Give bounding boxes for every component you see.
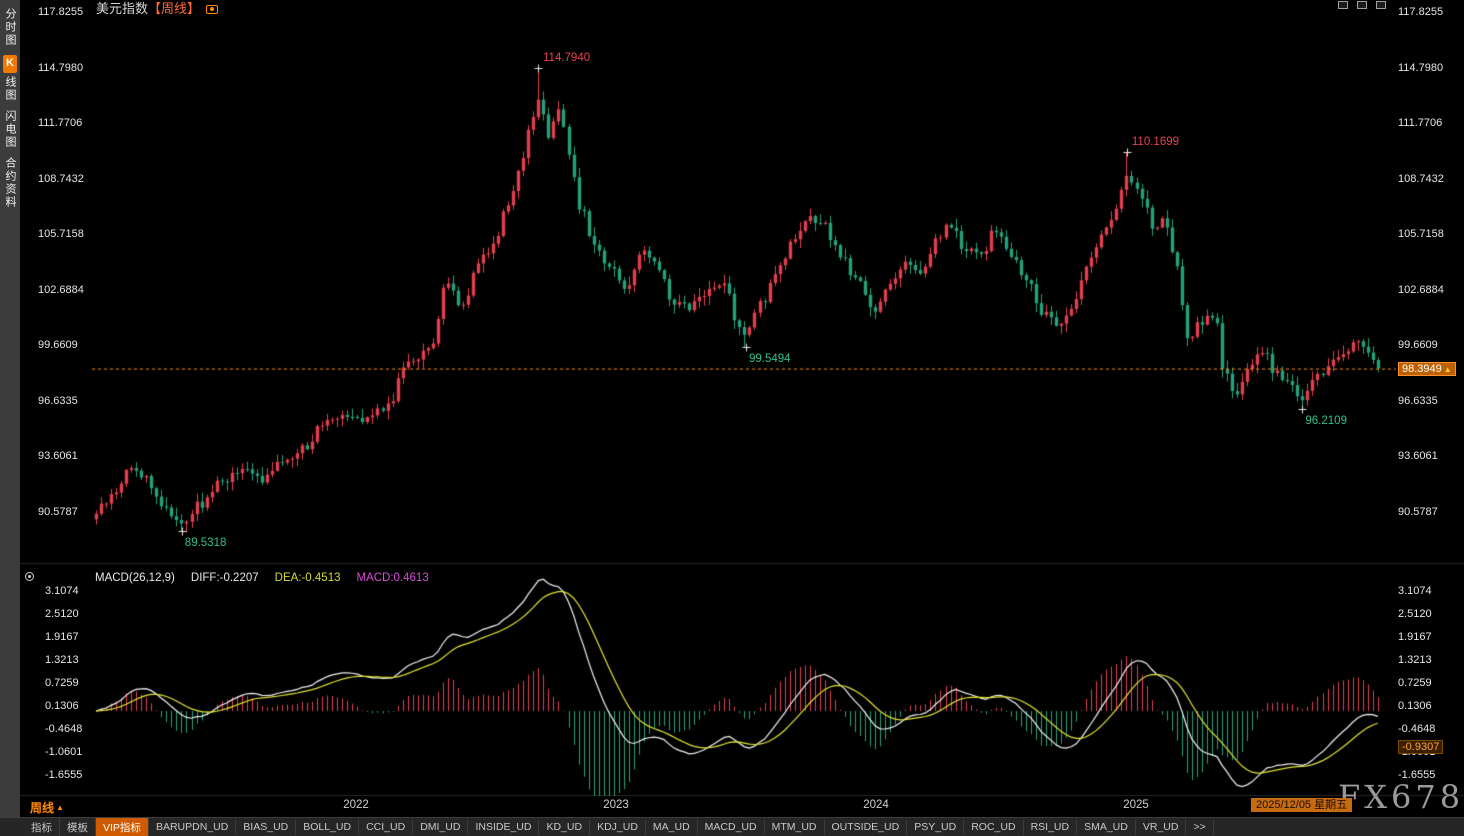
sidebar-item-label: 线图 <box>4 76 16 102</box>
macd-axis-label-left-7: -1.0601 <box>45 745 83 758</box>
macd-axis-label-right-4: 0.7259 <box>1398 677 1432 689</box>
bottom-tab-2[interactable]: VIP指标 <box>96 817 149 836</box>
price-axis-label-right-0: 117.8255 <box>1398 6 1444 18</box>
bottom-tab-15[interactable]: PSY_UD <box>907 819 965 835</box>
bottom-tab-0[interactable]: 指标 <box>24 817 60 836</box>
macd-axis-label-right-1: 2.5120 <box>1398 608 1432 620</box>
chart-header: 美元指数【周线】 <box>96 0 219 17</box>
bottom-tab-6[interactable]: CCI_UD <box>359 819 414 835</box>
bottom-tab-4[interactable]: BIAS_UD <box>236 819 297 835</box>
sidebar-item-3[interactable]: 合约资料 <box>4 157 16 209</box>
watermark: FX678 <box>1338 778 1464 816</box>
macd-axis-label-right-6: -0.4648 <box>1398 723 1436 735</box>
bottom-tab-18[interactable]: SMA_UD <box>1077 819 1136 835</box>
bottom-tab-7[interactable]: DMI_UD <box>413 819 469 835</box>
period-dropdown-icon: ▲ <box>56 803 64 812</box>
bottom-tab-1[interactable]: 模板 <box>60 817 96 836</box>
period-label-text: 周线 <box>30 801 55 815</box>
price-axis-label-left-0: 117.8255 <box>38 6 84 18</box>
macd-value-tag: -0.9307 <box>1398 739 1444 754</box>
bottom-tab-14[interactable]: OUTSIDE_UD <box>825 819 908 835</box>
indicator-tab-bar: 指标 模板 VIP指标 BARUPDN_UD BIAS_UD BOLL_UD CCI_UD D… <box>0 817 1464 836</box>
macd-macd-value: MACD:0.4613 <box>356 572 429 584</box>
current-price-value: 98.3949 <box>1402 362 1442 375</box>
macd-axis-label-left-2: 1.9167 <box>45 630 79 643</box>
sidebar-item-1[interactable]: K 线图 <box>1 55 19 102</box>
year-label-2023: 2023 <box>603 799 629 811</box>
macd-header: MACD(26,12,9) DIFF:-0.2207 DEA:-0.4513 M… <box>95 572 429 584</box>
macd-axis-label-right-2: 1.9167 <box>1398 630 1432 643</box>
current-price-tag: 98.3949 ▲ <box>1398 361 1456 376</box>
price-axis-label-right-1: 114.7980 <box>1398 61 1444 74</box>
price-axis-label-right-7: 96.6335 <box>1398 394 1438 407</box>
price-axis-label-right-3: 108.7432 <box>1398 172 1444 185</box>
price-axis-label-left-7: 96.6335 <box>38 394 78 407</box>
price-axis-label-right-8: 93.6061 <box>1398 450 1438 463</box>
screenshot-icon[interactable] <box>1338 1 1348 9</box>
bottom-tab-10[interactable]: KDJ_UD <box>590 819 646 835</box>
macd-axis-label-left-4: 0.7259 <box>45 677 79 689</box>
macd-axis-label-left-6: -0.4648 <box>45 723 83 735</box>
price-axis-label-right-6: 99.6609 <box>1398 339 1438 352</box>
k-line-badge: K <box>3 55 17 73</box>
price-axis-label-right-4: 105.7158 <box>1398 228 1444 241</box>
macd-axis-label-left-3: 1.3213 <box>45 654 79 666</box>
bottom-tab-11[interactable]: MA_UD <box>646 819 698 835</box>
price-annotation-1: 114.7940 <box>543 51 591 64</box>
macd-axis-label-right-5: 0.1306 <box>1398 699 1432 712</box>
price-axis-label-left-8: 93.6061 <box>38 450 78 463</box>
sidebar-item-2[interactable]: 闪电图 <box>4 110 16 149</box>
bottom-tab-5[interactable]: BOLL_UD <box>296 819 360 835</box>
price-axis-label-left-9: 90.5787 <box>38 506 78 518</box>
price-axis-label-left-1: 114.7980 <box>38 61 84 74</box>
year-label-2024: 2024 <box>863 799 889 811</box>
crosshair-date-tag: 2025/12/05 星期五 <box>1251 798 1353 812</box>
fullscreen-icon[interactable] <box>1376 1 1386 9</box>
bottom-tab-19[interactable]: VR_UD <box>1136 819 1187 835</box>
bottom-tab-9[interactable]: KD_UD <box>539 819 591 835</box>
camera-icon[interactable] <box>206 5 219 15</box>
price-annotation-4: 96.2109 <box>1305 414 1347 427</box>
price-annotation-3: 110.1699 <box>1131 136 1180 149</box>
period-title: 【周线】 <box>148 1 201 16</box>
macd-axis-label-right-8: -1.6555 <box>1398 769 1436 781</box>
bottom-tab-12[interactable]: MACD_UD <box>698 819 765 835</box>
price-axis-label-right-2: 111.7706 <box>1398 117 1443 130</box>
price-axis-label-left-6: 99.6609 <box>38 339 78 352</box>
price-axis-label-left-4: 105.7158 <box>38 228 84 241</box>
year-label-2022: 2022 <box>343 799 369 811</box>
price-axis-label-left-3: 108.7432 <box>38 172 84 185</box>
macd-axis-label-left-5: 0.1306 <box>45 699 79 712</box>
macd-axis-label-right-0: 3.1074 <box>1398 585 1432 597</box>
price-annotation-2: 99.5494 <box>749 353 791 366</box>
bottom-tab-13[interactable]: MTM_UD <box>765 819 825 835</box>
bottom-tab-3[interactable]: BARUPDN_UD <box>149 819 237 835</box>
period-selector[interactable]: 周线 ▲ <box>30 799 64 816</box>
year-label-2025: 2025 <box>1123 799 1149 811</box>
price-annotation-0: 89.5318 <box>184 537 227 550</box>
price-axis-label-right-9: 90.5787 <box>1398 506 1438 518</box>
price-up-arrow-icon: ▲ <box>1443 364 1452 374</box>
bottom-tab-17[interactable]: RSI_UD <box>1024 819 1078 835</box>
bottom-tab-8[interactable]: INSIDE_UD <box>468 819 540 835</box>
sidebar-item-0[interactable]: 分时图 <box>4 8 16 47</box>
price-axis-label-left-2: 111.7706 <box>38 117 83 130</box>
left-sidebar: 分时图 K 线图闪电图合约资料 <box>0 0 20 836</box>
bottom-tab-20[interactable]: >> <box>1186 819 1214 835</box>
macd-axis-label-left-8: -1.6555 <box>45 769 83 781</box>
indicator-settings-icon[interactable] <box>25 572 34 581</box>
price-axis-label-right-5: 102.6884 <box>1398 283 1444 296</box>
macd-indicator-label: MACD(26,12,9) <box>95 572 175 584</box>
bottom-tab-16[interactable]: ROC_UD <box>964 819 1024 835</box>
window-icon[interactable] <box>1357 1 1367 9</box>
macd-axis-label-left-0: 3.1074 <box>45 585 79 597</box>
macd-axis-label-right-3: 1.3213 <box>1398 654 1432 666</box>
symbol-title: 美元指数 <box>96 1 149 16</box>
macd-diff-value: DIFF:-0.2207 <box>190 572 259 584</box>
macd-dea-value: DEA:-0.4513 <box>274 572 341 584</box>
price-axis-label-left-5: 102.6884 <box>38 283 84 296</box>
macd-axis-label-left-1: 2.5120 <box>45 608 79 620</box>
